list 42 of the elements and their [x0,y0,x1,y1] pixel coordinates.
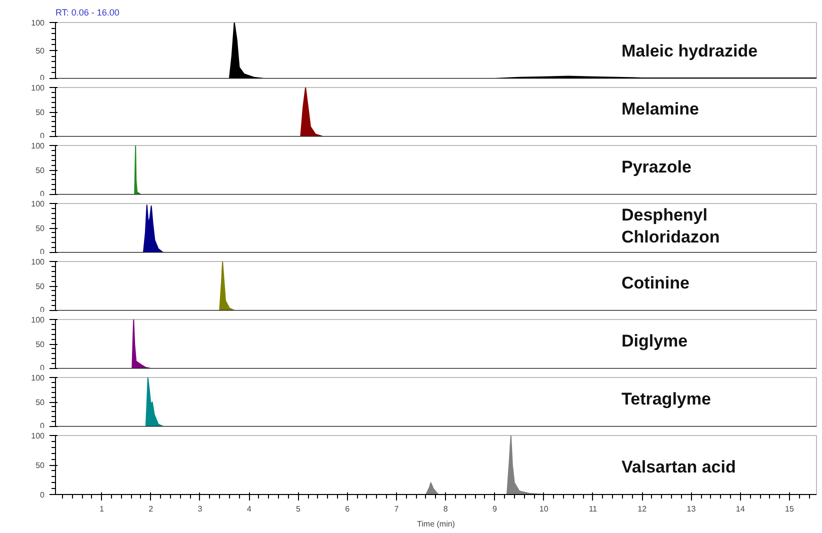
y-tick-label: 50 [36,224,46,233]
y-tick-label: 100 [31,142,46,150]
x-tick-label: 5 [296,504,301,514]
x-tick-label: 6 [345,504,350,514]
series-label: Diglyme [622,332,688,350]
y-tick-label: 50 [36,340,46,349]
x-axis-title: Time (min) [417,520,456,528]
y-tick-label: 100 [31,200,46,208]
series-label: Tetraglyme [622,390,711,408]
x-tick-label: 11 [588,504,598,514]
x-tick-label: 15 [785,504,794,514]
x-tick-label: 3 [198,504,203,514]
y-tick-label: 100 [31,316,46,324]
x-tick-label: 8 [443,504,448,514]
x-tick-label: 14 [736,504,746,514]
y-tick-label: 100 [31,258,46,266]
y-tick-label: 50 [36,398,46,407]
y-tick-label: 100 [31,18,46,28]
series-label: Maleic hydrazide [622,42,758,60]
y-tick-label: 100 [31,432,46,440]
series-label: Pyrazole [622,158,692,176]
y-tick-label: 50 [36,108,46,117]
x-tick-label: 4 [246,504,252,514]
x-tick-label: 13 [686,504,696,514]
x-tick-label: 2 [148,504,154,514]
y-tick-label: 50 [36,461,46,470]
x-tick-label: 7 [394,504,400,514]
series-label: Cotinine [622,274,690,292]
y-tick-label: 100 [31,374,46,382]
y-tick-label: 50 [36,282,46,291]
y-tick-label: 50 [36,46,46,56]
y-tick-label: 0 [40,490,46,500]
x-tick-label: 1 [99,504,104,514]
x-tick-label: 12 [638,504,648,514]
x-tick-label: 9 [492,504,498,514]
x-tick-label: 10 [539,504,549,514]
series-label: Melamine [622,100,699,118]
y-tick-label: 50 [36,166,46,175]
chart-title: RT: 0.06 - 16.00 [56,8,120,18]
y-tick-label: 100 [31,84,46,92]
series-label: Valsartan acid [622,458,736,476]
series-label: Desphenyl Chloridazon [622,206,720,246]
